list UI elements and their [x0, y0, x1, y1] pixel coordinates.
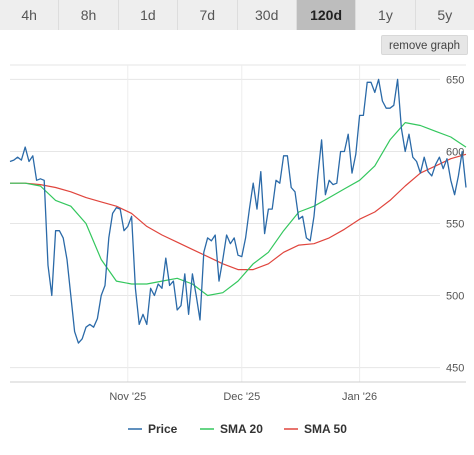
remove-graph-button[interactable]: remove graph	[381, 35, 468, 55]
tab-1y[interactable]: 1y	[356, 0, 416, 30]
grid-lines	[10, 64, 466, 382]
y-tick-500: 500	[446, 291, 464, 303]
y-tick-550: 550	[446, 219, 464, 231]
tab-5y[interactable]: 5y	[415, 0, 474, 30]
x-tick-0: Nov '25	[109, 391, 146, 403]
tab-30d[interactable]: 30d	[237, 0, 297, 30]
x-tick-2: Jan '26	[342, 391, 377, 403]
series-line-sma-50	[10, 153, 467, 271]
y-tick-600: 600	[446, 146, 464, 158]
legend-label-sma-50: SMA 50	[304, 422, 347, 436]
legend-label-sma-20: SMA 20	[220, 422, 263, 436]
tab-7d[interactable]: 7d	[178, 0, 238, 30]
time-range-tabs: 4h 8h 1d 7d 30d 120d 1y 5y	[0, 0, 474, 30]
legend-label-price: Price	[148, 422, 178, 436]
series-lines	[9, 78, 467, 344]
y-tick-450: 450	[446, 363, 464, 375]
legend: Price SMA 20 SMA 50	[128, 422, 347, 436]
y-axis: 450 500 550 600 650	[446, 74, 464, 374]
x-axis: Nov '25 Dec '25 Jan '26	[10, 381, 466, 403]
tab-4h[interactable]: 4h	[0, 0, 60, 30]
x-tick-1: Dec '25	[223, 391, 260, 403]
tab-8h[interactable]: 8h	[59, 0, 119, 30]
series-line-sma-20	[10, 122, 467, 297]
tab-1d[interactable]: 1d	[118, 0, 179, 30]
y-tick-650: 650	[446, 74, 464, 86]
tab-120d[interactable]: 120d	[296, 0, 357, 30]
series-line-price	[9, 78, 467, 344]
